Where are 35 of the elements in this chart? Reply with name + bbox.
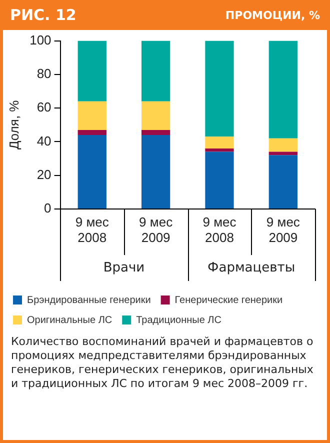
- legend-label: Генерические генерики: [174, 294, 283, 306]
- bar: [141, 40, 170, 102]
- y-tick-label: 60: [36, 100, 52, 115]
- bar: [205, 136, 234, 148]
- bar: [205, 40, 234, 137]
- y-tick-label: 100: [30, 32, 52, 48]
- x-tick-label: 9 мес 2009: [266, 214, 300, 245]
- bar: [78, 101, 106, 130]
- y-tick-label: 0: [44, 200, 52, 216]
- bar: [78, 130, 106, 135]
- legend-label: Традиционные ЛС: [136, 314, 222, 326]
- bar: [141, 101, 170, 130]
- bar: [141, 134, 170, 208]
- bar: [78, 40, 106, 102]
- text: Фармацевты: [208, 260, 296, 276]
- legend-label: Оригинальные ЛС: [27, 314, 112, 326]
- chart-title: РИС. 12: [10, 6, 76, 24]
- chart-subtitle: ПРОМОЦИИ, %: [225, 8, 320, 22]
- y-tick-label: 40: [36, 133, 52, 148]
- bar: [141, 130, 170, 135]
- bar: [205, 148, 234, 152]
- legend-label: Брэндированные генерики: [27, 294, 151, 306]
- bar: [268, 138, 298, 152]
- bar: [78, 134, 106, 208]
- bar: [268, 40, 298, 138]
- bar: [205, 152, 234, 208]
- y-tick-label: 20: [36, 166, 52, 182]
- text: Количество воспоминаний врачей и фармацевтов о промоциях медпредставителями брэндированных генериков, генерических генериков, оригинальных и традиционных ЛС по итогам 9 мес 2008–2009 гг.: [10, 335, 314, 391]
- text: Врачи: [103, 260, 145, 276]
- x-tick-label: 9 мес 2009: [139, 214, 174, 245]
- bar: [268, 155, 298, 208]
- x-tick-label: 9 мес 2008: [75, 214, 110, 245]
- x-tick-label: 9 мес 2008: [202, 214, 237, 245]
- y-tick-label: 80: [36, 66, 52, 82]
- y-axis-title: Доля, %: [6, 100, 22, 150]
